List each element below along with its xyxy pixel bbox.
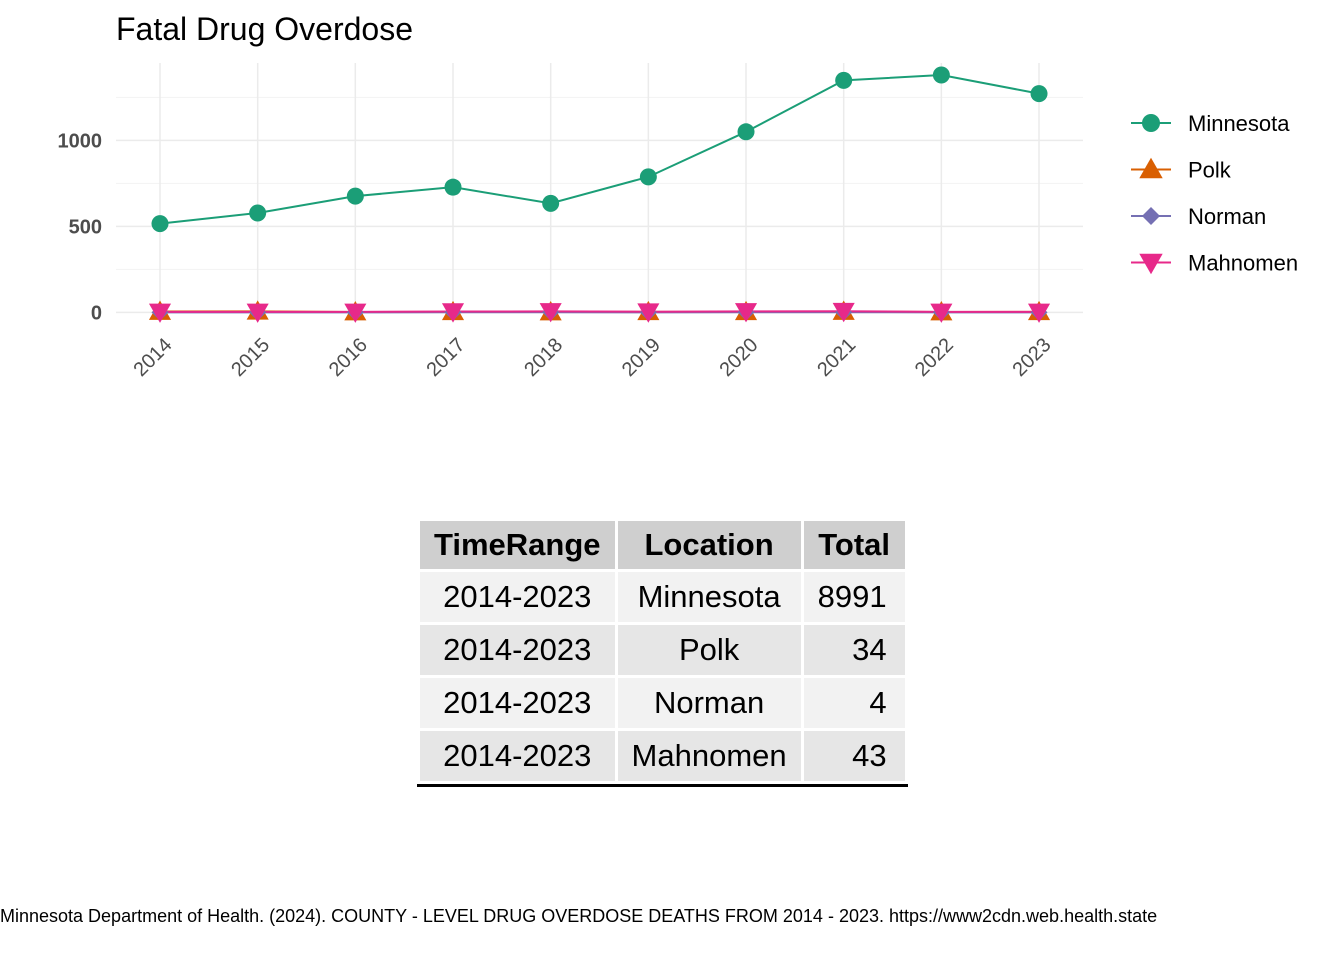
- legend-item: Mahnomen: [1131, 251, 1298, 276]
- table-row: 2014-2023 Polk 34: [420, 625, 905, 675]
- plot-gridlines: [116, 63, 1083, 321]
- legend-item: Polk: [1131, 158, 1232, 183]
- table-row: 2014-2023 Norman 4: [420, 678, 905, 728]
- legend-marker: [1142, 207, 1160, 225]
- x-tick-label: 2015: [227, 334, 274, 381]
- plot-series: [148, 66, 1051, 323]
- table-header-row: TimeRange Location Total: [420, 521, 905, 569]
- y-tick-label: 1000: [58, 130, 103, 152]
- data-point: [151, 215, 169, 233]
- data-point: [637, 303, 660, 323]
- data-point: [930, 303, 953, 323]
- x-tick-label: 2016: [325, 334, 372, 381]
- data-point: [346, 187, 364, 205]
- data-point: [441, 303, 465, 323]
- legend-marker: [1139, 253, 1163, 275]
- table-cell-total: 43: [803, 731, 905, 781]
- table-row: 2014-2023 Mahnomen 43: [420, 731, 905, 781]
- data-point: [539, 303, 562, 323]
- series-mahnomen: [160, 310, 1040, 313]
- x-tick-label: 2022: [911, 334, 958, 381]
- table-row: 2014-2023 Minnesota 8991: [420, 572, 905, 622]
- table-cell-total: 34: [803, 625, 905, 675]
- data-point: [639, 168, 657, 186]
- data-point: [246, 303, 269, 323]
- legend-marker: [1139, 157, 1163, 179]
- series-points-mahnomen: [148, 302, 1051, 323]
- table-cell-timerange: 2014-2023: [420, 731, 615, 781]
- table-cell-total: 8991: [803, 572, 905, 622]
- data-point: [932, 66, 950, 84]
- x-tick-label: 2014: [130, 334, 177, 381]
- y-tick-label: 0: [91, 302, 102, 324]
- legend-label: Polk: [1188, 158, 1232, 183]
- plot-axes: 0 500 1000 2014 2015 2016 2017 2018 2019 2020 2021…: [58, 130, 1056, 381]
- source-caption: Minnesota Department of Health. (2024). …: [0, 906, 1158, 926]
- data-point: [249, 204, 267, 222]
- line-chart: Fatal Drug Overdose 0 500 1000 2014 2015 2016…: [58, 11, 1299, 381]
- table-cell-location: Norman: [617, 678, 801, 728]
- series-line: [160, 310, 1040, 313]
- data-point: [832, 302, 855, 323]
- x-tick-label: 2021: [813, 334, 860, 381]
- table-cell-total: 4: [803, 678, 905, 728]
- data-point: [344, 303, 367, 323]
- series-points-polk: [148, 300, 1051, 321]
- data-point: [737, 123, 755, 141]
- column-header: Location: [617, 521, 801, 569]
- summary-table: TimeRange Location Total 2014-2023 Minne…: [417, 518, 908, 787]
- y-tick-label: 500: [69, 216, 102, 238]
- legend: Minnesota Polk Norman Mahnomen: [1131, 111, 1298, 276]
- data-point: [835, 71, 853, 89]
- x-tick-label: 2017: [423, 334, 470, 381]
- data-point: [444, 178, 462, 196]
- table-cell-location: Polk: [617, 625, 801, 675]
- table-cell-timerange: 2014-2023: [420, 625, 615, 675]
- legend-label: Norman: [1188, 204, 1266, 229]
- x-tick-label: 2020: [716, 334, 763, 381]
- legend-marker: [1142, 114, 1160, 132]
- column-header: Total: [803, 521, 905, 569]
- x-tick-label: 2023: [1009, 334, 1056, 381]
- legend-label: Mahnomen: [1188, 251, 1298, 276]
- chart-title: Fatal Drug Overdose: [116, 11, 413, 47]
- table-cell-timerange: 2014-2023: [420, 572, 615, 622]
- data-point: [542, 194, 560, 212]
- data-point: [148, 303, 172, 323]
- x-tick-label: 2019: [618, 334, 665, 381]
- data-point: [1030, 85, 1048, 103]
- legend-item: Norman: [1131, 204, 1266, 229]
- data-point: [1027, 303, 1051, 323]
- table-cell-location: Mahnomen: [617, 731, 801, 781]
- x-tick-label: 2018: [520, 334, 567, 381]
- legend-label: Minnesota: [1188, 111, 1290, 136]
- series-minnesota: [159, 74, 1040, 225]
- data-point: [734, 303, 758, 323]
- series-points-minnesota: [151, 66, 1048, 233]
- legend-item: Minnesota: [1131, 111, 1290, 136]
- table-cell-timerange: 2014-2023: [420, 678, 615, 728]
- series-line: [159, 74, 1040, 225]
- table-cell-location: Minnesota: [617, 572, 801, 622]
- column-header: TimeRange: [420, 521, 615, 569]
